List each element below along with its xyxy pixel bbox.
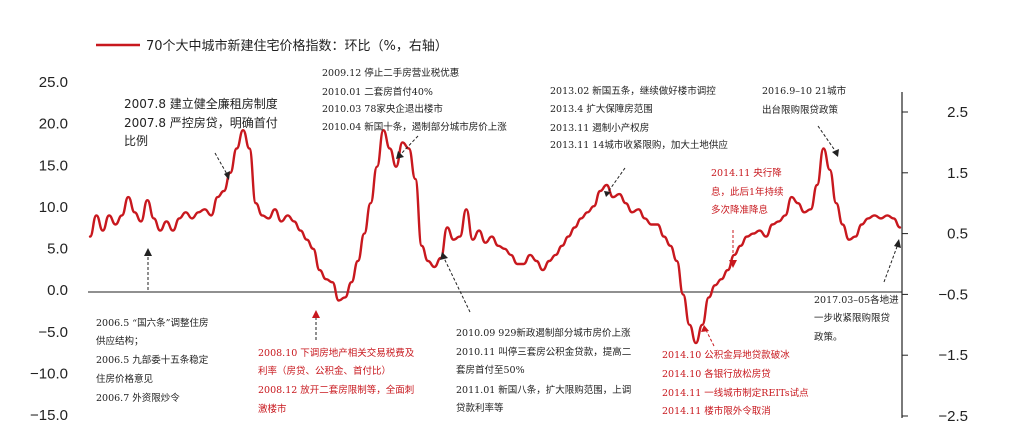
arrow-2010b xyxy=(443,257,471,313)
annotation-line: 一步收紧限购限贷 xyxy=(814,312,890,324)
legend: 70个大中城市新建住宅价格指数：环比（%，右轴） xyxy=(96,38,448,54)
annotation-line: 2008.12 放开二套房限制等，全面刺 xyxy=(258,384,414,396)
annotation-line: 2006.5 九部委十五条稳定 xyxy=(96,354,209,366)
annotation-line: 2014.11 楼市限外令取消 xyxy=(662,405,771,417)
annotation-line: 2014.11 一线城市制定REITs试点 xyxy=(662,387,809,399)
right-tick-label: 2.5 xyxy=(947,104,968,121)
annotation-line: 2014.10 各银行放松房贷 xyxy=(662,368,771,380)
annotation-line: 套房首付至50% xyxy=(456,364,525,376)
annotation-line: 贷款利率等 xyxy=(456,402,504,414)
left-tick-label: 0.0 xyxy=(47,282,68,299)
annotation-2010b: 2010.09 929新政遏制部分城市房价上涨 2010.11 叫停三套房公积金… xyxy=(456,327,631,414)
annotation-2013: 2013.02 新国五条，继续做好楼市调控 2013.4 扩大保障房范围 201… xyxy=(550,85,728,151)
left-axis: 25.0 20.0 15.0 10.0 5.0 0.0 −5.0 −10.0 −15.0 xyxy=(30,74,68,424)
left-tick-label: 10.0 xyxy=(39,199,68,216)
arrow-2017 xyxy=(883,243,899,283)
annotation-2014a: 2014.11 央行降 息，此后1年持续 多次降准降息 xyxy=(711,167,784,216)
annotation-line: 2006.7 外资限炒令 xyxy=(96,392,180,404)
arrowhead-2013 xyxy=(604,191,611,197)
left-tick-label: 25.0 xyxy=(39,74,68,91)
arrowhead-2008 xyxy=(312,310,320,318)
annotation-line: 2010.09 929新政遏制部分城市房价上涨 xyxy=(456,327,631,339)
annotation-line: 2013.4 扩大保障房范围 xyxy=(550,103,653,115)
arrow-2014b xyxy=(705,329,715,347)
annotation-arrowheads xyxy=(144,149,901,332)
annotation-line: 2010.03 78家央企退出楼市 xyxy=(322,103,443,115)
right-tick-label: 0.5 xyxy=(947,226,968,243)
annotation-line: 政策。 xyxy=(814,331,843,343)
arrowhead-2017 xyxy=(894,239,901,248)
arrowhead-2007 xyxy=(224,171,230,180)
arrow-2010a xyxy=(399,135,419,156)
legend-label: 70个大中城市新建住宅价格指数：环比（%，右轴） xyxy=(146,38,448,54)
left-tick-label: 15.0 xyxy=(39,157,68,174)
annotation-line: 出台限购限贷政策 xyxy=(762,104,839,116)
annotation-line: 2006.5 “国六条”调整住房 xyxy=(96,317,208,329)
annotation-line: 利率（房贷、公积金、首付比） xyxy=(258,365,391,377)
annotation-line: 2010.11 叫停三套房公积金贷款，提高二 xyxy=(456,346,631,358)
annotation-line: 2014.11 央行降 xyxy=(711,167,782,179)
right-tick-label: −2.5 xyxy=(938,408,968,425)
annotation-line: 2007.8 建立健全廉租房制度 xyxy=(124,96,278,111)
right-axis: 2.5 1.5 0.5 −0.5 −1.5 −2.5 xyxy=(902,104,968,425)
annotation-line: 比例 xyxy=(124,134,148,148)
annotation-line: 供应结构； xyxy=(96,335,144,347)
annotation-2010a: 2009.12 停止二手房营业税优惠 2010.01 二套房首付40% 2010… xyxy=(322,67,507,133)
arrow-2013 xyxy=(607,167,626,193)
annotation-line: 2014.10 公积金异地贷款破冰 xyxy=(662,349,790,361)
arrowhead-2010b xyxy=(440,252,448,260)
arrowhead-2014b xyxy=(701,325,709,332)
arrowhead-2006 xyxy=(144,248,152,256)
annotation-line: 2017.03–05各地进 xyxy=(814,294,899,306)
axes xyxy=(88,92,903,418)
annotation-2014b: 2014.10 公积金异地贷款破冰 2014.10 各银行放松房贷 2014.1… xyxy=(662,349,809,417)
right-tick-label: −0.5 xyxy=(938,286,968,303)
annotation-line: 多次降准降息 xyxy=(711,204,768,216)
arrowhead-2010a xyxy=(396,151,404,159)
annotation-line: 2009.12 停止二手房营业税优惠 xyxy=(322,67,459,79)
series-line xyxy=(88,129,902,345)
arrow-2016 xyxy=(817,125,837,153)
right-tick-label: 1.5 xyxy=(947,165,968,182)
annotation-line: 2007.8 严控房贷，明确首付 xyxy=(124,115,278,130)
annotation-line: 2013.02 新国五条，继续做好楼市调控 xyxy=(550,85,716,97)
annotation-line: 2016.9–10 21城市 xyxy=(762,85,847,97)
left-tick-label: 5.0 xyxy=(47,241,68,258)
left-tick-label: −5.0 xyxy=(38,324,68,341)
annotation-2008: 2008.10 下调房地产相关交易税费及 利率（房贷、公积金、首付比） 2008… xyxy=(258,347,415,415)
annotation-line: 息，此后1年持续 xyxy=(711,186,784,198)
arrow-2007 xyxy=(214,152,229,177)
arrowhead-2016 xyxy=(832,149,839,157)
annotation-arrows xyxy=(147,125,899,347)
annotation-2007: 2007.8 建立健全廉租房制度 2007.8 严控房贷，明确首付 比例 xyxy=(124,96,278,148)
annotation-2006: 2006.5 “国六条”调整住房 供应结构； 2006.5 九部委十五条稳定 住… xyxy=(96,317,209,404)
left-tick-label: 20.0 xyxy=(39,116,68,133)
annotation-2017: 2017.03–05各地进 一步收紧限购限贷 政策。 xyxy=(814,294,899,343)
annotation-line: 2013.11 14城市收紧限购，加大土地供应 xyxy=(550,139,728,151)
left-tick-label: −10.0 xyxy=(30,365,68,382)
annotation-line: 激楼市 xyxy=(258,403,287,415)
annotation-2016: 2016.9–10 21城市 出台限购限贷政策 xyxy=(762,85,847,116)
annotation-line: 2010.01 二套房首付40% xyxy=(322,86,433,98)
annotation-line: 2013.11 遏制小产权房 xyxy=(550,122,649,134)
left-tick-label: −15.0 xyxy=(30,407,68,424)
annotation-line: 2010.04 新国十条，遏制部分城市房价上涨 xyxy=(322,121,507,133)
right-tick-label: −1.5 xyxy=(938,347,968,364)
annotation-line: 住房价格意见 xyxy=(96,373,153,385)
arrowhead-2014a xyxy=(729,260,737,268)
annotation-line: 2008.10 下调房地产相关交易税费及 xyxy=(258,347,415,359)
annotation-line: 2011.01 新国八条，扩大限购范围，上调 xyxy=(456,384,631,396)
